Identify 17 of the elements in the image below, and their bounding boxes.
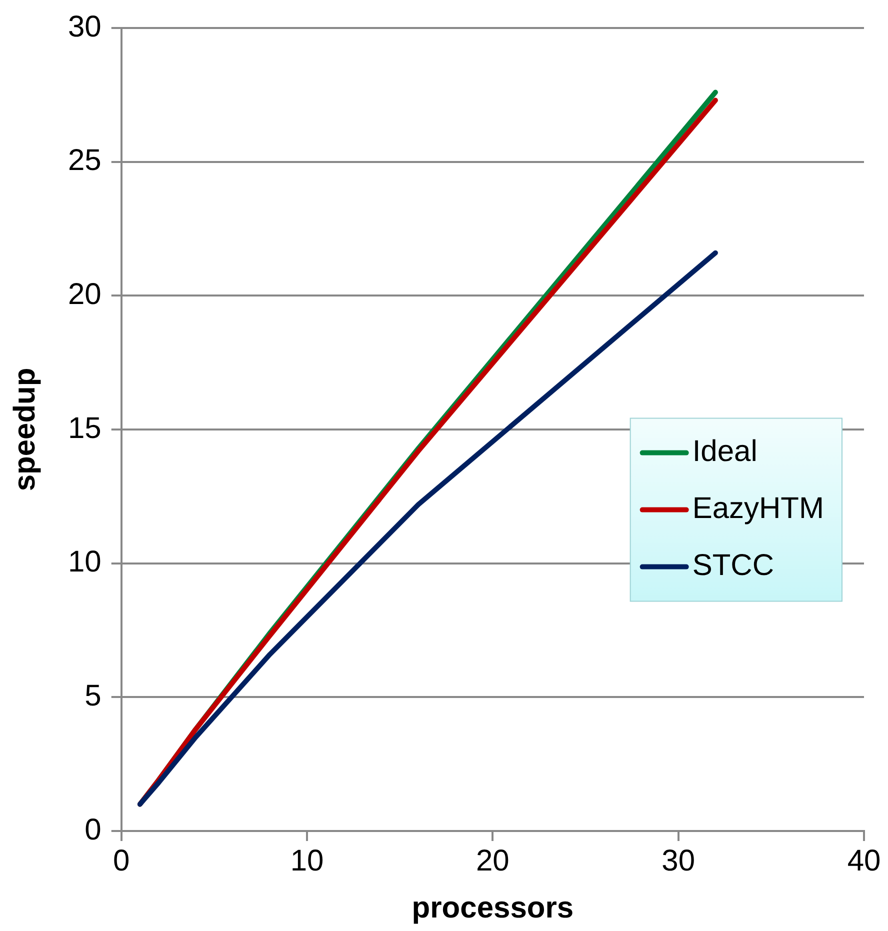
y-tick-label: 5	[84, 679, 102, 712]
x-tick-label: 20	[476, 844, 510, 878]
y-tick-label: 0	[84, 813, 102, 846]
legend-label: STCC	[692, 549, 774, 582]
legend-label: Ideal	[692, 435, 758, 468]
x-tick-label: 30	[662, 844, 696, 878]
y-axis-title: speedup	[8, 368, 42, 492]
x-tick-label: 10	[290, 844, 324, 878]
y-tick-label: 20	[68, 278, 102, 311]
y-tick-label: 10	[68, 546, 102, 579]
y-tick-label: 30	[68, 10, 102, 44]
y-tick-label: 25	[68, 144, 102, 178]
x-tick-label: 0	[113, 844, 130, 878]
x-tick-label: 40	[847, 844, 881, 878]
legend-label: EazyHTM	[692, 492, 824, 526]
x-axis-title: processors	[412, 891, 574, 924]
y-tick-label: 15	[68, 412, 102, 445]
